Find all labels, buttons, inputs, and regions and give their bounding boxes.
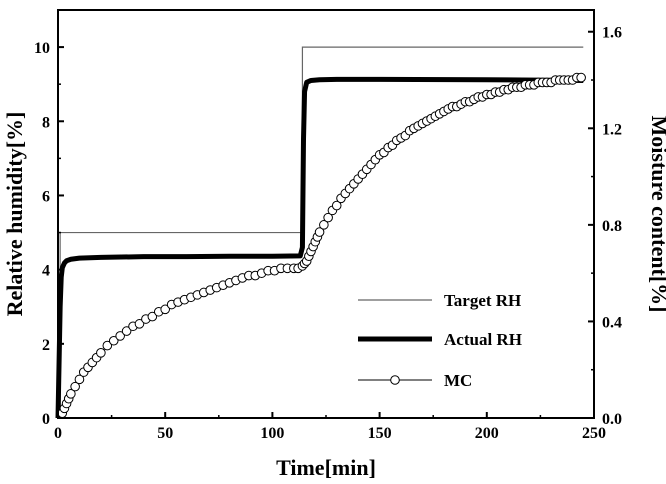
legend-label-mc: MC: [444, 371, 472, 390]
right-y-tick-label: 0.8: [602, 218, 622, 235]
x-tick-label: 0: [54, 425, 62, 442]
x-tick-label: 200: [475, 425, 499, 442]
legend-label-actual-rh: Actual RH: [444, 330, 522, 349]
x-tick-label: 250: [582, 425, 606, 442]
mc-point: [108, 335, 119, 346]
mc-point: [331, 200, 342, 211]
right-y-tick-label: 0.4: [602, 314, 622, 331]
series-layer: [55, 46, 586, 419]
mc-point: [134, 319, 145, 329]
mc-point: [147, 311, 158, 322]
left-y-tick-label: 2: [42, 337, 50, 354]
legend-marker-mc: [390, 375, 400, 385]
left-y-tick-label: 10: [34, 40, 50, 57]
x-tick-label: 150: [368, 425, 392, 442]
series-line-actual-rh: [55, 76, 584, 419]
mc-point: [160, 304, 170, 315]
right-y-tick-label: 1.6: [602, 25, 622, 42]
mc-point: [319, 220, 329, 230]
left-y-tick-label: 8: [42, 114, 50, 131]
mc-point: [96, 348, 106, 358]
legend-label-target-rh: Target RH: [444, 291, 521, 310]
series-line-mc: [61, 77, 582, 414]
mc-point: [115, 331, 125, 341]
mc-point: [314, 227, 325, 237]
mc-point: [74, 374, 85, 385]
right-y-tick-label: 1.2: [602, 121, 622, 138]
x-tick-label: 50: [157, 425, 173, 442]
left-y-axis-title: Relative humidity[%]: [2, 112, 27, 317]
mc-point: [102, 340, 113, 351]
mc-point: [576, 72, 586, 83]
x-axis-title: Time[min]: [276, 455, 376, 480]
left-y-tick-label: 4: [42, 263, 50, 280]
right-y-tick-label: 0.0: [602, 411, 622, 428]
left-y-tick-label: 0: [42, 411, 50, 428]
right-y-axis-title: Moisture content[%]: [647, 116, 666, 313]
axes-layer: 0 50 100 150 200 250 0 2 4 6 8 10 0.0 0.4 0.8 1.2 1.6 Tim…: [2, 9, 666, 480]
mc-point: [70, 381, 80, 392]
legend: Target RH Actual RH MC: [358, 291, 522, 390]
mc-point: [121, 326, 132, 336]
mc-point: [323, 212, 333, 223]
mc-point: [66, 389, 76, 399]
left-y-tick-label: 6: [42, 188, 50, 205]
x-tick-label: 100: [260, 425, 284, 442]
